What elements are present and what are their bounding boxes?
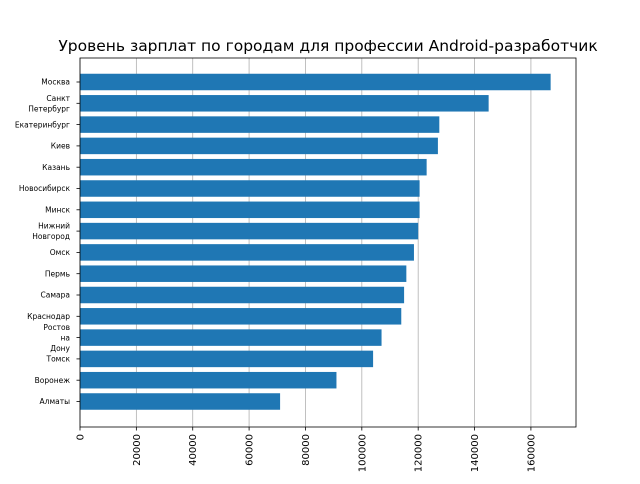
bar-7: [80, 222, 419, 240]
plot-frame: [79, 57, 577, 428]
category-label-15: Алматы: [40, 397, 71, 406]
x-tick-label-6: 120000: [414, 434, 425, 472]
category-label-10: Самара: [41, 291, 70, 300]
y-tick-labels: Москва Санкт Петербург Екатеринбург Киев Каза…: [15, 78, 80, 406]
category-label-3: Киев: [51, 142, 70, 151]
chart-title: Уровень зарплат по городам для профессии…: [58, 37, 597, 55]
x-ticks: 0 20000 40000 60000 80000 100000 120000 140000 1…: [76, 427, 537, 472]
category-label-11: Краснодар: [27, 312, 70, 321]
category-label-14: Воронеж: [35, 376, 71, 385]
category-label-0: Москва: [41, 78, 70, 87]
bar-1: [80, 95, 489, 112]
category-label-5: Новосибирск: [19, 184, 71, 193]
bar-4: [80, 158, 427, 176]
category-label-9: Пермь: [45, 269, 70, 278]
bar-10: [80, 286, 405, 304]
x-tick-label-5: 100000: [357, 434, 368, 472]
category-label-4: Казань: [42, 163, 70, 172]
bars: [80, 73, 551, 410]
bar-0: [80, 73, 551, 91]
bar-6: [80, 201, 420, 219]
category-label-12: Ростов на Дону: [43, 323, 70, 353]
grid-lines: [79, 58, 532, 427]
bar-13: [80, 350, 374, 368]
category-label-13: Томск: [46, 355, 71, 364]
category-label-8: Омск: [50, 248, 71, 257]
x-tick-label-1: 20000: [132, 434, 143, 466]
x-tick-label-7: 140000: [470, 434, 481, 472]
bar-8: [80, 244, 414, 261]
category-label-7: Нижний Новгород: [32, 222, 70, 242]
bar-14: [80, 371, 337, 389]
x-tick-label-3: 60000: [245, 434, 256, 466]
bar-2: [80, 116, 440, 133]
category-label-2: Екатеринбург: [15, 120, 70, 129]
bar-9: [80, 265, 407, 282]
category-label-1: Санкт Петербург: [28, 94, 70, 114]
bar-15: [80, 393, 281, 410]
bar-12: [80, 329, 382, 346]
bar-3: [80, 137, 438, 155]
bar-5: [80, 180, 420, 197]
x-tick-label-0: 0: [76, 434, 87, 440]
x-tick-label-8: 160000: [526, 434, 537, 472]
x-tick-label-4: 80000: [301, 434, 312, 466]
category-label-6: Минск: [45, 206, 70, 215]
bar-11: [80, 308, 402, 325]
x-tick-label-2: 40000: [188, 434, 199, 466]
